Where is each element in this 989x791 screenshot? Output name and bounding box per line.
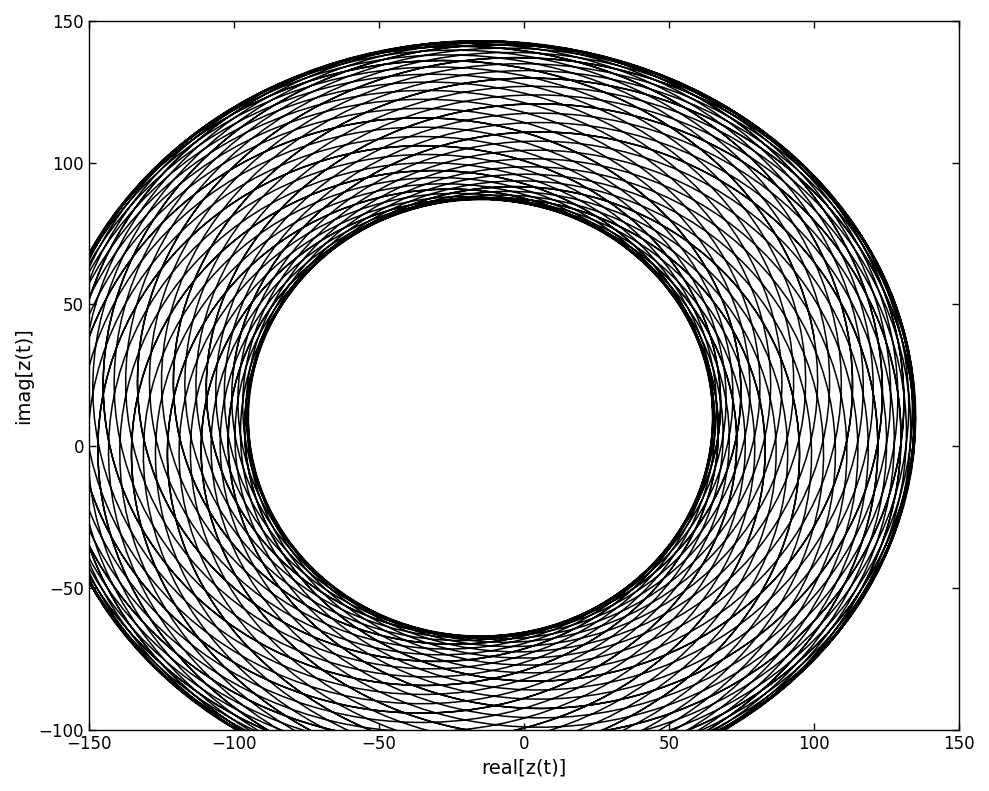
Y-axis label: imag[z(t)]: imag[z(t)] (14, 327, 33, 424)
X-axis label: real[z(t)]: real[z(t)] (482, 758, 567, 777)
